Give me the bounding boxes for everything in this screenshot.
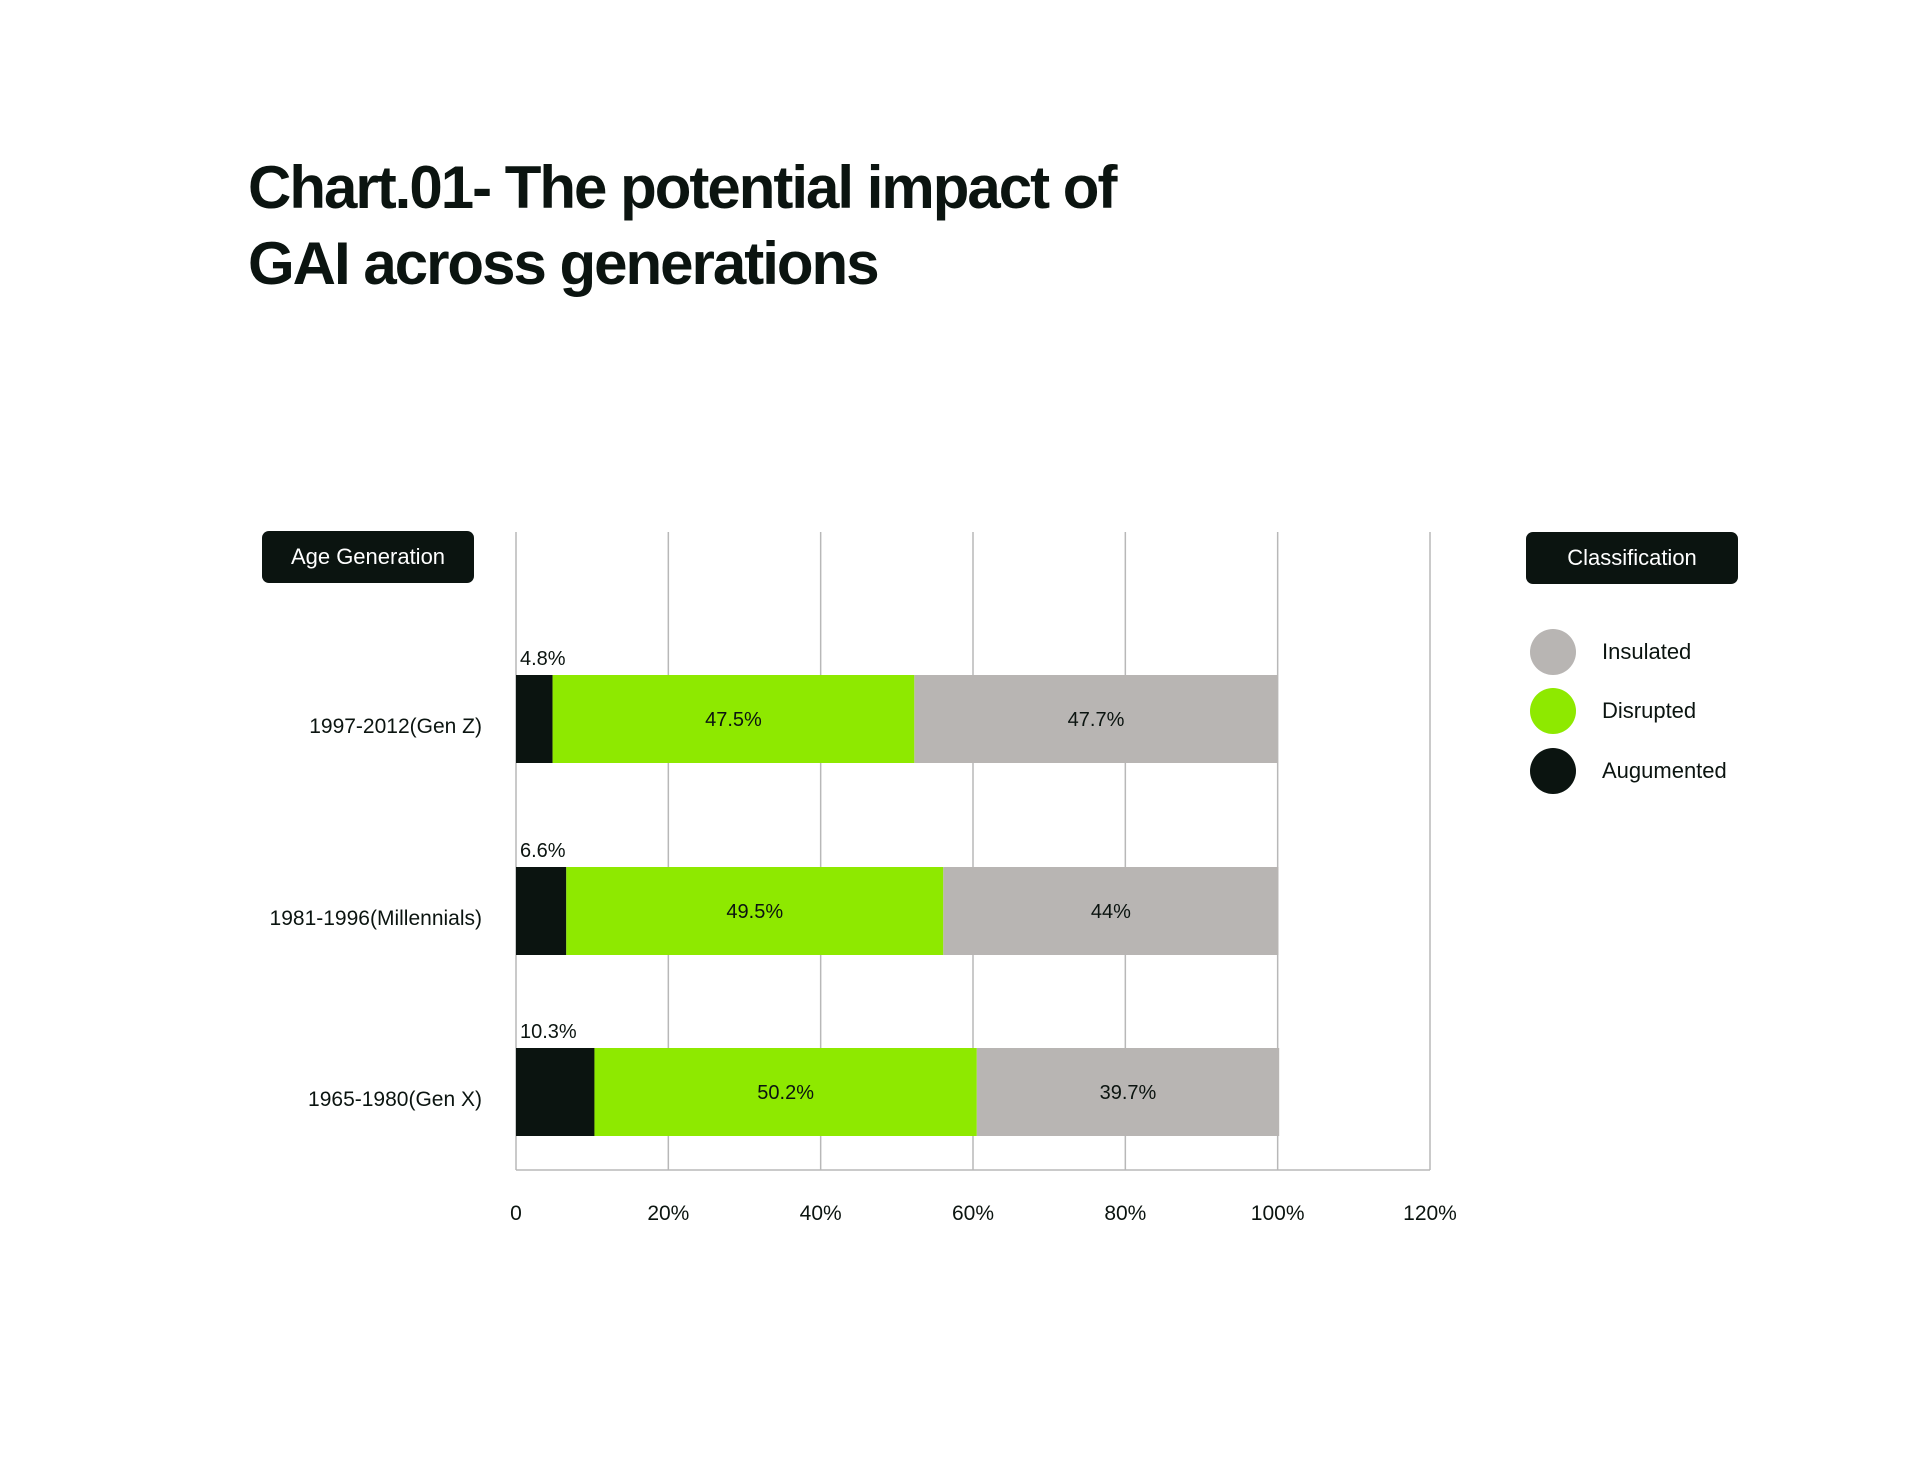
bar-insulated-2 <box>976 1048 1280 1136</box>
insulated-swatch-icon <box>1530 629 1576 675</box>
x-tick-label-2: 40% <box>800 1202 842 1225</box>
data-label-augumented-0: 4.8% <box>520 648 566 670</box>
x-tick-label-4: 80% <box>1104 1202 1146 1225</box>
disrupted-swatch-icon <box>1530 688 1576 734</box>
bar-disrupted-2 <box>594 1048 977 1136</box>
bar-disrupted-0 <box>552 675 915 763</box>
category-label-0: 1997-2012(Gen Z) <box>309 715 482 738</box>
x-tick-label-0: 0 <box>510 1202 522 1225</box>
data-label-insulated-2: 39.7% <box>1100 1082 1157 1104</box>
legend-item-augumented: Augumented <box>1530 748 1727 794</box>
legend-item-insulated: Insulated <box>1530 629 1691 675</box>
chart-title-line-1: Chart.01- The potential impact of <box>248 154 1117 221</box>
data-label-augumented-1: 6.6% <box>520 840 566 862</box>
legend-item-disrupted: Disrupted <box>1530 688 1696 734</box>
chart-title-line-2: GAI across generations <box>248 230 880 297</box>
x-tick-label-1: 20% <box>647 1202 689 1225</box>
x-tick-label-5: 100% <box>1251 1202 1305 1225</box>
data-label-augumented-2: 10.3% <box>520 1021 577 1043</box>
legend-label-augumented: Augumented <box>1602 758 1727 783</box>
legend-title: Classification <box>1526 532 1738 584</box>
data-label-disrupted-1: 49.5% <box>726 901 783 923</box>
data-label-disrupted-2: 50.2% <box>757 1082 814 1104</box>
bar-augumented-2 <box>516 1048 595 1136</box>
legend-label-insulated: Insulated <box>1602 639 1692 664</box>
x-tick-label-6: 120% <box>1403 1202 1457 1225</box>
age-generation-label: Age Generation <box>262 531 474 583</box>
x-tick-label-3: 60% <box>952 1202 994 1225</box>
category-label-1: 1981-1996(Millennials) <box>270 907 482 930</box>
bar-disrupted-1 <box>566 867 944 955</box>
augumented-swatch-icon <box>1530 748 1576 794</box>
bar-augumented-0 <box>516 675 553 763</box>
bar-augumented-1 <box>516 867 567 955</box>
data-label-disrupted-0: 47.5% <box>705 709 762 731</box>
chart-title: Chart.01- The potential impact of GAI ac… <box>248 150 1348 302</box>
bar-insulated-1 <box>943 867 1279 955</box>
bar-insulated-0 <box>914 675 1278 763</box>
legend-label-disrupted: Disrupted <box>1602 698 1697 723</box>
data-label-insulated-0: 47.7% <box>1068 709 1125 731</box>
category-label-2: 1965-1980(Gen X) <box>308 1088 482 1111</box>
data-label-insulated-1: 44% <box>1091 901 1131 923</box>
